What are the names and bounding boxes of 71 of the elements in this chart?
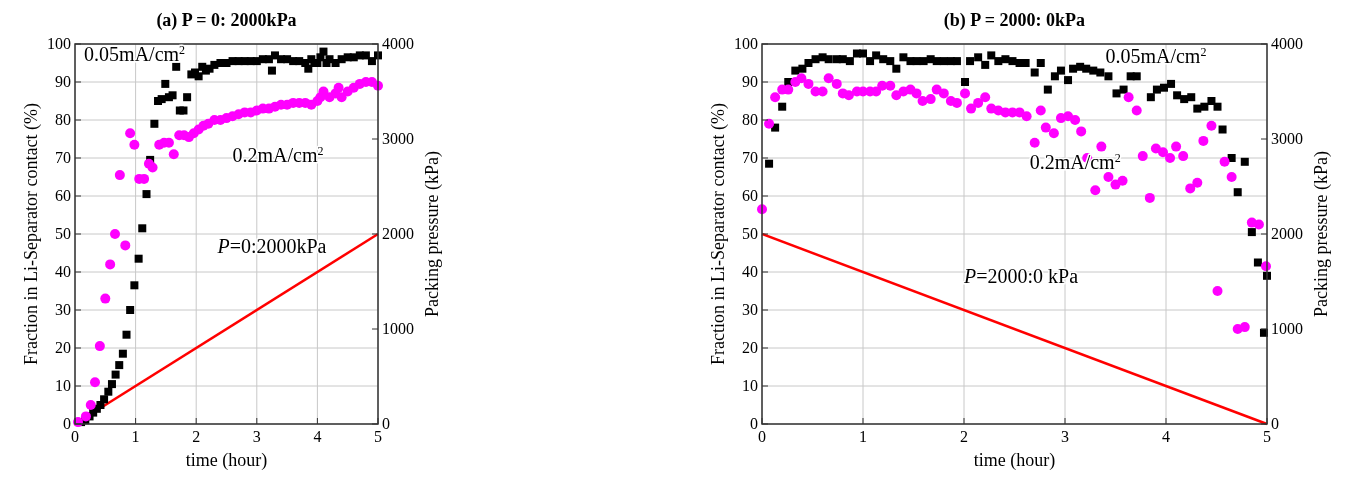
annotation: P=0:2000kPa	[216, 235, 327, 257]
y-axis-title: Fraction in Li-Separator contact (%)	[21, 103, 42, 365]
point	[336, 92, 347, 103]
y-tick-label: 50	[55, 225, 71, 242]
y2-axis-title: Packing pressure (kPa)	[1311, 151, 1332, 317]
y2-tick-label: 1000	[382, 320, 414, 337]
point	[110, 229, 120, 239]
point	[80, 411, 91, 422]
x-tick-label: 3	[252, 428, 261, 445]
x-tick-label: 2	[192, 428, 201, 445]
x-tick-label: 2	[960, 428, 968, 445]
y2-tick-label: 0	[382, 415, 390, 432]
y-tick-label: 40	[742, 263, 758, 280]
point	[125, 128, 136, 139]
chart-title: (a) P = 0: 2000kPa	[156, 10, 297, 31]
x-tick-label: 4	[1162, 428, 1170, 445]
point	[129, 139, 140, 150]
chart-title: (b) P = 2000: 0kPa	[943, 10, 1086, 31]
y-tick-label: 60	[55, 187, 71, 204]
y-tick-label: 0	[750, 415, 758, 432]
point	[90, 377, 100, 388]
y2-tick-label: 1000	[1271, 320, 1303, 337]
x-axis-title: time (hour)	[973, 450, 1056, 471]
x-tick-label: 1	[859, 428, 867, 445]
x-tick-label: 3	[1061, 428, 1069, 445]
y2-tick-label: 2000	[382, 225, 414, 242]
y2-tick-label: 3000	[1271, 130, 1303, 147]
y-tick-label: 40	[55, 263, 71, 280]
point	[105, 259, 116, 270]
point	[120, 240, 131, 251]
y2-tick-label: 0	[1271, 415, 1279, 432]
y-tick-label: 20	[742, 339, 758, 356]
annotation: 0.2mA/cm$^{2}$	[1029, 151, 1121, 174]
point	[114, 170, 125, 181]
y-tick-label: 90	[55, 73, 71, 90]
y-tick-label: 30	[742, 301, 758, 318]
point	[94, 341, 105, 352]
y2-tick-label: 4000	[382, 35, 414, 52]
y-tick-label: 50	[742, 225, 758, 242]
annotation: P=2000:0 kPa	[963, 265, 1079, 288]
x-tick-label: 5	[374, 428, 382, 445]
y-tick-label: 70	[742, 149, 758, 166]
y-axis-title: Fraction in Li-Separator contact (%)	[708, 103, 729, 365]
y-tick-label: 70	[55, 149, 71, 166]
y-tick-label: 0	[63, 415, 71, 432]
y-tick-label: 100	[734, 35, 758, 52]
point	[100, 293, 111, 304]
y-tick-label: 30	[55, 301, 71, 318]
y-tick-label: 10	[55, 377, 71, 394]
y-tick-label: 80	[742, 111, 758, 128]
y-tick-label: 80	[55, 111, 71, 128]
y-tick-label: 90	[742, 73, 758, 90]
annotation: 0.2mA/cm$^{2}$	[232, 143, 324, 166]
point	[168, 149, 179, 160]
y2-tick-label: 2000	[1271, 225, 1303, 242]
y-tick-label: 60	[742, 187, 758, 204]
x-tick-label: 1	[131, 428, 140, 445]
annotation: 0.05mA/cm$^{2}$	[84, 43, 186, 66]
y2-tick-label: 3000	[382, 130, 414, 147]
x-axis-title: time (hour)	[185, 450, 268, 471]
y-tick-label: 20	[55, 339, 71, 356]
x-tick-label: 5	[1263, 428, 1271, 445]
annotation: 0.05mA/cm$^{2}$	[1105, 45, 1207, 67]
y-tick-label: 10	[742, 377, 758, 394]
point	[147, 162, 158, 173]
y2-tick-label: 4000	[1271, 35, 1303, 52]
y2-axis-title: Packing pressure (kPa)	[422, 151, 443, 317]
x-tick-label: 4	[313, 428, 322, 445]
y-tick-label: 100	[47, 35, 71, 52]
point	[333, 82, 344, 93]
point	[85, 400, 96, 410]
